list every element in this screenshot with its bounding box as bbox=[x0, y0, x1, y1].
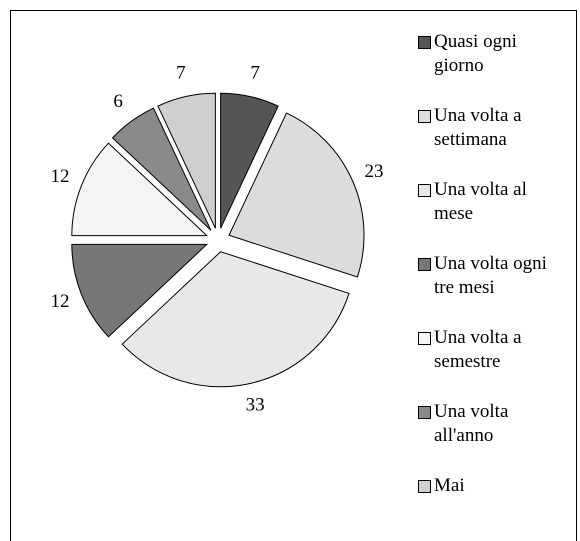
legend-label: Quasi ogni giorno bbox=[434, 31, 517, 76]
data-label: 7 bbox=[176, 62, 186, 83]
data-label: 12 bbox=[50, 291, 69, 312]
legend-label: Una volta a settimana bbox=[434, 105, 522, 150]
data-label: 12 bbox=[50, 166, 69, 187]
legend-label: Una volta all'anno bbox=[434, 401, 509, 446]
data-label: 33 bbox=[246, 394, 265, 415]
legend-entry: Una volta a settimana bbox=[418, 104, 578, 178]
legend-entry: Mai bbox=[418, 474, 578, 541]
chart-frame bbox=[10, 10, 577, 541]
legend-entry: Quasi ogni giorno bbox=[418, 30, 578, 104]
legend-swatch bbox=[418, 184, 431, 197]
data-label: 7 bbox=[250, 62, 260, 83]
legend-label: Una volta a semestre bbox=[434, 327, 522, 372]
legend: Quasi ogni giorno Una volta a settimana Un… bbox=[418, 30, 578, 541]
legend-swatch bbox=[418, 36, 431, 49]
pie-slice bbox=[228, 112, 365, 278]
legend-swatch bbox=[418, 110, 431, 123]
legend-entry: Una volta all'anno bbox=[418, 400, 578, 474]
legend-swatch bbox=[418, 480, 431, 493]
legend-label: Una volta al mese bbox=[434, 179, 527, 224]
legend-swatch bbox=[418, 332, 431, 345]
data-label: 23 bbox=[365, 161, 384, 182]
legend-swatch bbox=[418, 406, 431, 419]
pie-slice bbox=[71, 142, 209, 237]
pie-slice bbox=[220, 92, 279, 229]
data-label: 6 bbox=[113, 91, 123, 112]
pie-slice bbox=[157, 92, 216, 229]
legend-label: Una volta ogni tre mesi bbox=[434, 253, 547, 298]
legend-swatch bbox=[418, 258, 431, 271]
legend-entry: Una volta al mese bbox=[418, 178, 578, 252]
legend-label: Mai bbox=[434, 475, 465, 496]
legend-entry: Una volta a semestre bbox=[418, 326, 578, 400]
legend-entry: Una volta ogni tre mesi bbox=[418, 252, 578, 326]
pie-slice bbox=[71, 243, 209, 338]
pie-slice bbox=[111, 107, 212, 231]
pie-slice bbox=[121, 251, 350, 388]
